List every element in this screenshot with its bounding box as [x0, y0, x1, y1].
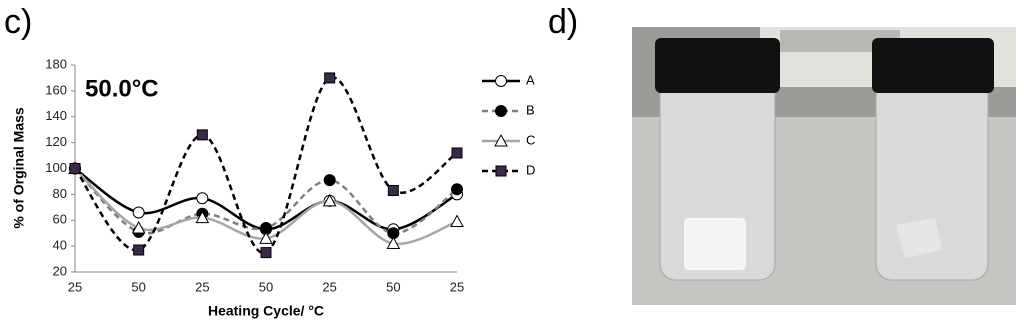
- series-line: [74, 167, 458, 231]
- panel-label: d): [548, 3, 578, 41]
- y-axis-label: % of Orginal Mass: [11, 107, 27, 229]
- x-tick-label: 50: [386, 279, 400, 294]
- photo: [632, 27, 1016, 305]
- data-point: [387, 184, 399, 196]
- y-tick-label: 160: [45, 82, 67, 97]
- x-tick-label: 25: [195, 279, 209, 294]
- legend-marker: [495, 75, 507, 87]
- x-tick-label: 25: [68, 279, 82, 294]
- x-tick-label: 25: [322, 279, 336, 294]
- legend-marker: [495, 105, 507, 117]
- y-tick-label: 40: [53, 238, 67, 253]
- x-axis-label: Heating Cycle/ °C: [208, 303, 324, 319]
- data-point: [451, 183, 463, 196]
- data-point: [195, 210, 210, 224]
- legend-marker: [494, 133, 508, 147]
- x-tick-label: 25: [450, 279, 464, 294]
- y-tick-label: 60: [53, 212, 67, 227]
- data-point: [196, 129, 208, 141]
- legend-label: C: [526, 132, 535, 147]
- y-tick-label: 120: [45, 134, 67, 149]
- legend-label: D: [526, 162, 535, 177]
- data-point: [451, 147, 463, 159]
- y-tick-label: 80: [53, 186, 67, 201]
- data-point: [322, 193, 337, 207]
- data-point: [69, 163, 81, 174]
- data-point: [324, 72, 336, 84]
- annotation: 50.0°C: [85, 75, 159, 102]
- panel-label: c): [4, 3, 32, 41]
- y-tick-label: 140: [45, 108, 67, 123]
- data-point: [133, 244, 145, 256]
- data-point: [132, 206, 145, 219]
- legend-label: A: [526, 72, 535, 87]
- data-point: [259, 231, 273, 244]
- data-point: [260, 247, 272, 259]
- data-point: [196, 192, 209, 205]
- x-tick-label: 50: [131, 279, 145, 294]
- data-point: [386, 236, 401, 250]
- legend-marker: [495, 165, 507, 177]
- y-tick-label: 180: [45, 56, 67, 71]
- data-point: [323, 174, 336, 187]
- data-point: [131, 220, 146, 234]
- y-tick-label: 20: [53, 263, 67, 278]
- x-tick-label: 50: [259, 279, 273, 294]
- legend-label: B: [526, 102, 535, 117]
- data-point: [450, 214, 464, 228]
- y-tick-label: 100: [45, 160, 67, 175]
